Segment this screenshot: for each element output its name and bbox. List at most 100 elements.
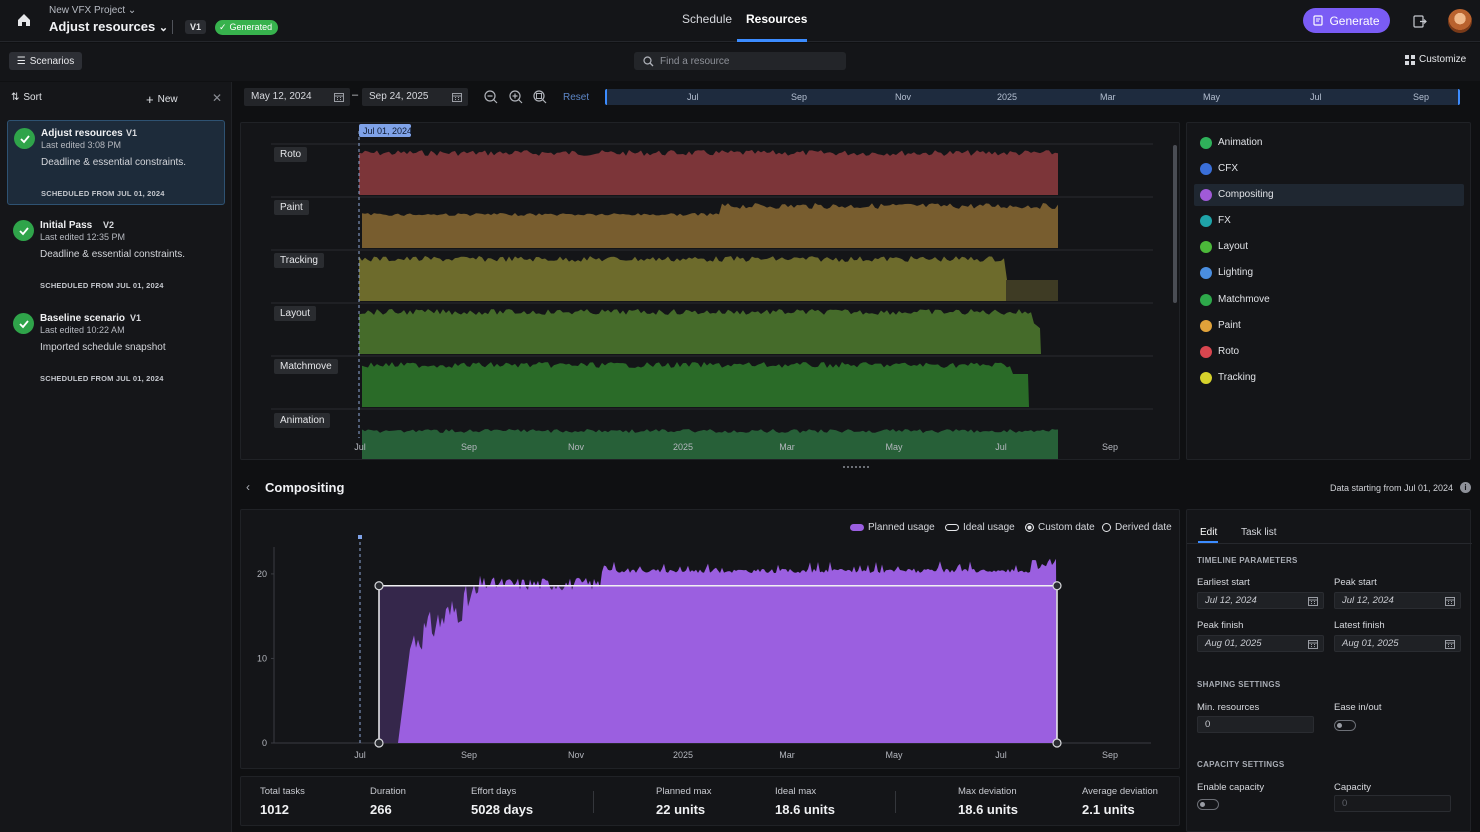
x-tick-label: May xyxy=(885,442,903,452)
export-icon xyxy=(1412,14,1427,28)
scenario-name: Adjust resources xyxy=(41,128,123,139)
check-icon xyxy=(13,313,34,334)
project-selector[interactable]: New VFX Project ⌄ xyxy=(49,5,137,16)
capacity-input[interactable]: 0 xyxy=(1334,795,1451,812)
color-dot xyxy=(1200,215,1212,227)
zoom-in-icon[interactable] xyxy=(508,89,524,105)
scenarios-button[interactable]: ☰ Scenarios xyxy=(9,52,82,70)
nav-tick-label: Jul xyxy=(1310,92,1322,102)
stat-value: 1012 xyxy=(260,802,289,817)
legend-item-matchmove[interactable]: Matchmove xyxy=(1194,289,1464,311)
field-label: Enable capacity xyxy=(1197,782,1265,793)
usage-area-paint xyxy=(362,203,1058,248)
zoom-fit-icon[interactable] xyxy=(532,89,548,105)
ease-toggle[interactable] xyxy=(1334,720,1356,731)
color-dot xyxy=(1200,267,1212,279)
min-resources-input[interactable]: 0 xyxy=(1197,716,1314,733)
divider xyxy=(593,791,594,813)
panel-resize-handle[interactable] xyxy=(843,466,869,469)
calendar-icon xyxy=(1308,640,1318,649)
legend-item-animation[interactable]: Animation xyxy=(1194,132,1464,154)
tab-resources[interactable]: Resources xyxy=(746,12,808,26)
avatar[interactable] xyxy=(1448,9,1472,33)
version-badge: V1 xyxy=(185,20,207,34)
calendar-icon xyxy=(452,93,462,102)
stat-value: 22 units xyxy=(656,802,706,817)
legend-item-compositing[interactable]: Compositing xyxy=(1194,184,1464,206)
scrollbar[interactable] xyxy=(1173,145,1177,303)
legend-item-tracking[interactable]: Tracking xyxy=(1194,367,1464,389)
scenarios-panel: ⇅ Sort + New ✕ Adjust resources V1 Last ed… xyxy=(0,82,232,832)
generate-button[interactable]: Generate xyxy=(1303,8,1390,33)
peak-finish-field[interactable]: Aug 01, 2025 xyxy=(1197,635,1324,652)
new-scenario-button[interactable]: + New xyxy=(146,92,178,107)
nav-tick-label: Mar xyxy=(1100,92,1116,102)
legend-item-lighting[interactable]: Lighting xyxy=(1194,262,1464,284)
info-icon[interactable]: i xyxy=(1460,482,1471,493)
row-label-tracking: Tracking xyxy=(274,253,324,268)
top-bar: New VFX Project ⌄ Adjust resources ⌄ V1 … xyxy=(0,0,1480,42)
end-date-field[interactable]: Sep 24, 2025 xyxy=(362,88,468,106)
status-badge: ✓ Generated xyxy=(215,20,279,35)
earliest-start-field[interactable]: Jul 12, 2024 xyxy=(1197,592,1324,609)
scenario-card[interactable]: Adjust resources V1 Last edited 3:08 PM … xyxy=(7,120,225,205)
active-tab-indicator xyxy=(737,39,807,42)
scenario-card[interactable]: Baseline scenario V1 Last edited 10:22 A… xyxy=(7,306,225,391)
export-button[interactable] xyxy=(1408,10,1430,32)
x-tick-label: Nov xyxy=(568,442,585,452)
today-marker-label: Jul 01, 2024 xyxy=(363,126,412,136)
scenario-description: Deadline & essential constraints. xyxy=(40,249,186,260)
legend-item-layout[interactable]: Layout xyxy=(1194,236,1464,258)
tab-task-list[interactable]: Task list xyxy=(1241,527,1277,538)
reset-button[interactable]: Reset xyxy=(563,92,590,103)
timeline-handle xyxy=(374,738,384,748)
legend-label: Lighting xyxy=(1218,267,1254,278)
calendar-icon xyxy=(334,93,344,102)
color-dot xyxy=(1200,346,1212,358)
x-tick-label: Jul xyxy=(354,750,366,760)
legend-item-cfx[interactable]: CFX xyxy=(1194,158,1464,180)
search-input[interactable] xyxy=(660,55,840,67)
field-label: Latest finish xyxy=(1334,620,1385,631)
x-tick-label: Sep xyxy=(461,442,477,452)
zoom-out-icon[interactable] xyxy=(483,89,499,105)
legend-item-roto[interactable]: Roto xyxy=(1194,341,1464,363)
legend-custom[interactable]: Custom date xyxy=(1025,522,1095,533)
legend-label: Matchmove xyxy=(1218,294,1270,305)
home-button[interactable] xyxy=(10,6,38,34)
scenario-name: Baseline scenario xyxy=(40,313,126,324)
field-label: Min. resources xyxy=(1197,702,1260,713)
x-tick-label: 2025 xyxy=(673,750,693,760)
capacity-toggle[interactable] xyxy=(1197,799,1219,810)
scenario-version: V2 xyxy=(103,220,115,230)
detail-title: Compositing xyxy=(265,480,345,495)
nav-tick-label: Nov xyxy=(895,92,912,102)
tab-schedule[interactable]: Schedule xyxy=(682,12,733,26)
chevron-left-icon[interactable]: ‹ xyxy=(246,480,250,494)
customize-button[interactable]: Customize xyxy=(1405,54,1466,65)
close-icon[interactable]: ✕ xyxy=(212,91,223,105)
legend-label: Tracking xyxy=(1218,372,1256,383)
latest-finish-field[interactable]: Aug 01, 2025 xyxy=(1334,635,1461,652)
radio-empty-icon xyxy=(1102,523,1111,532)
page-title[interactable]: Adjust resources ⌄ xyxy=(49,19,169,34)
grid-icon xyxy=(1405,54,1415,65)
sort-button[interactable]: ⇅ Sort xyxy=(11,92,42,103)
legend-item-paint[interactable]: Paint xyxy=(1194,315,1464,337)
timeline-handle xyxy=(374,581,384,591)
list-icon: ☰ xyxy=(16,55,26,67)
timeline-navigator[interactable]: Jul Sep Nov 2025 Mar May Jul Sep xyxy=(605,89,1460,105)
resource-legend: Animation CFX Compositing FX Layout Ligh… xyxy=(1186,122,1471,460)
legend-label: Layout xyxy=(1218,241,1249,252)
legend-ideal[interactable]: Ideal usage xyxy=(945,522,1015,533)
tab-edit[interactable]: Edit xyxy=(1200,527,1218,538)
peak-start-field[interactable]: Jul 12, 2024 xyxy=(1334,592,1461,609)
scenario-card[interactable]: Initial Pass V2 Last edited 12:35 PM Dea… xyxy=(7,213,225,298)
legend-item-fx[interactable]: FX xyxy=(1194,210,1464,232)
y-tick-label: 0 xyxy=(262,738,267,748)
resource-overview-chart: Jul 01, 2024 Jul Sep Nov 2025 Mar May Jul Sep Ro… xyxy=(240,122,1180,463)
legend-derived[interactable]: Derived date xyxy=(1102,522,1172,533)
start-date-field[interactable]: May 12, 2024 xyxy=(244,88,350,106)
legend-planned[interactable]: Planned usage xyxy=(850,522,935,533)
parameters-panel: Edit Task list TIMELINE PARAMETERS Earli… xyxy=(1186,509,1472,832)
